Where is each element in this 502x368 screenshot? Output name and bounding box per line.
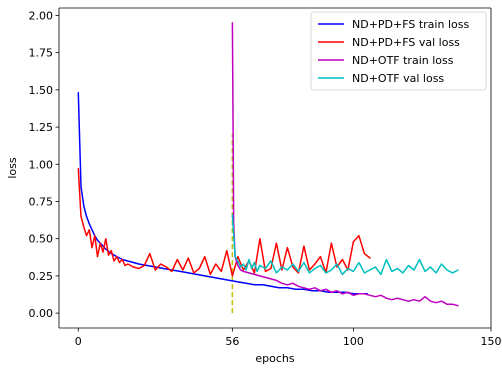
y-tick-label: 0.75 xyxy=(29,195,54,208)
series-line-4 xyxy=(231,214,459,276)
x-tick-label: 150 xyxy=(481,335,502,348)
x-tick-label: 56 xyxy=(225,335,239,348)
x-axis-title: epochs xyxy=(255,352,294,365)
y-tick-label: 2.00 xyxy=(29,9,54,22)
x-tick-label: 0 xyxy=(75,335,82,348)
y-tick-label: 1.25 xyxy=(29,121,54,134)
legend: ND+PD+FS train loss ND+PD+FS val loss ND+O… xyxy=(310,11,487,91)
legend-label-4: ND+OTF val loss xyxy=(352,72,444,85)
y-tick-label: 0.50 xyxy=(29,233,54,246)
legend-label-2: ND+PD+FS val loss xyxy=(352,36,460,49)
y-tick-label: 0.25 xyxy=(29,270,54,283)
y-tick-label: 1.00 xyxy=(29,158,54,171)
legend-label-1: ND+PD+FS train loss xyxy=(352,18,469,31)
y-tick-label: 1.75 xyxy=(29,47,54,60)
y-tick-label: 0.00 xyxy=(29,307,54,320)
plot-area: 0.00 0.25 0.50 0.75 1.00 1.25 1.50 1.75 2.00 0 56 1… xyxy=(6,7,502,365)
legend-label-3: ND+OTF train loss xyxy=(352,54,454,67)
y-axis-title: loss xyxy=(6,157,19,179)
series-line-2 xyxy=(77,167,371,277)
y-tick-label: 1.50 xyxy=(29,84,54,97)
series-line-1 xyxy=(77,92,368,295)
legend-box xyxy=(310,11,487,91)
x-tick-label: 100 xyxy=(343,335,364,348)
series-line-3 xyxy=(231,22,459,307)
